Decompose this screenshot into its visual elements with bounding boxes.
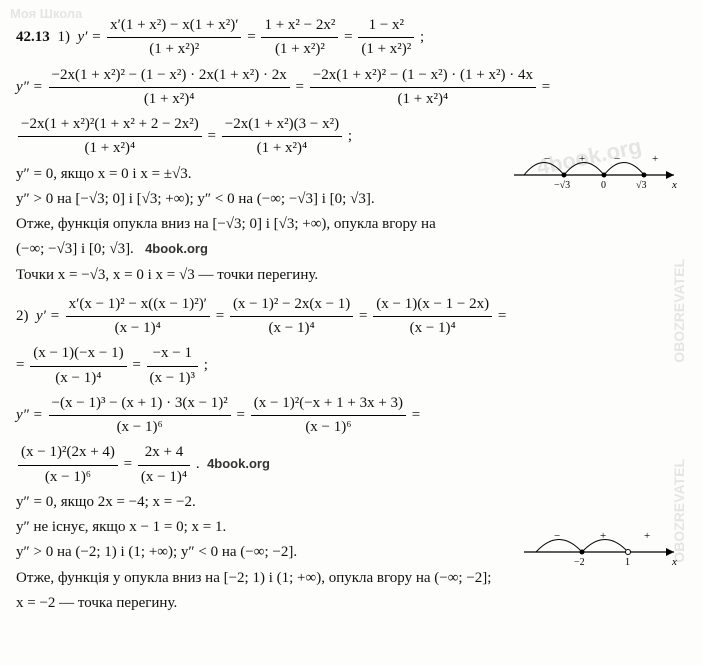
sign-diagram-2: − + + −2 1 x [524,517,684,575]
svg-text:−: − [614,153,620,165]
inline-watermark-1: 4book.org [145,241,208,256]
axis2-xlabel: x [671,556,677,567]
axis2-pt2: 1 [625,557,630,567]
p2-frac-ypp-3: (x − 1)²(2x + 4)(x − 1)⁶ [18,441,118,489]
svg-text:−: − [544,153,550,165]
line-p2-inflection: x = −2 — точка перегину. [16,592,686,615]
svg-text:+: + [600,530,606,542]
svg-text:+: + [579,153,585,165]
line-p2-ypp-2: (x − 1)²(2x + 4)(x − 1)⁶ = 2x + 4(x − 1)… [16,441,686,489]
p2-yprime-symbol: y′ = [36,308,60,324]
p2-frac-ypp-1: −(x − 1)³ − (x + 1) · 3(x − 1)²(x − 1)⁶ [49,392,231,440]
p2-ypp-symbol: y″ = [16,407,43,423]
line-p1-inflection: Точки x = −√3, x = 0 і x = √3 — точки пе… [16,264,686,287]
line-p1-ypp-1: y″ = −2x(1 + x²)² − (1 − x²) · 2x(1 + x²… [16,64,686,112]
line-p1-yprime: 42.13 1) y′ = x′(1 + x²) − x(1 + x²)′(1 … [16,14,686,62]
ypp-symbol: y″ = [16,79,43,95]
line-p1-concl2: (−∞; −√3] і [0; √3]. 4book.org [16,238,686,261]
svg-text:−: − [554,530,560,542]
axis1-pt3: √3 [636,180,647,190]
part2-label: 2) [16,308,29,324]
frac-ypp-4: −2x(1 + x²)(3 − x²)(1 + x²)⁴ [222,113,342,161]
part1-label: 1) [58,29,71,45]
axis1-pt1: −√3 [554,180,570,190]
axis1-pt2: 0 [601,180,606,190]
frac-ypp-1: −2x(1 + x²)² − (1 − x²) · 2x(1 + x²) · 2… [49,64,290,112]
frac-yp-3: 1 − x²(1 + x²)² [358,14,414,62]
line-p2-yprime: 2) y′ = x′(x − 1)² − x((x − 1)²)′(x − 1)… [16,293,686,341]
semi-1: ; [420,29,424,45]
semi-2: ; [348,128,352,144]
axis2-pt1: −2 [574,557,585,567]
frac-yp-2: 1 + x² − 2x²(1 + x²)² [261,14,338,62]
line-p1-concl1: Отже, функція опукла вниз на [−√3; 0] і … [16,213,686,236]
p2-frac-yp-3: (x − 1)(x − 1 − 2x)(x − 1)⁴ [373,293,492,341]
concl2-text: (−∞; −√3] і [0; √3]. [16,241,134,257]
line-p2-zero: y″ = 0, якщо 2x = −4; x = −2. [16,491,686,514]
svg-text:+: + [652,153,658,165]
line-p2-yprime-2: = (x − 1)(−x − 1)(x − 1)⁴ = −x − 1(x − 1… [16,342,686,390]
line-p2-ypp-1: y″ = −(x − 1)³ − (x + 1) · 3(x − 1)²(x −… [16,392,686,440]
inline-watermark-2: 4book.org [207,456,270,471]
problem-number: 42.13 [16,26,50,49]
axis1-xlabel: x [671,179,677,190]
semi-3: ; [204,357,208,373]
p2-frac-yp-2: (x − 1)² − 2x(x − 1)(x − 1)⁴ [230,293,353,341]
p2-frac-yp-5: −x − 1(x − 1)³ [147,342,198,390]
frac-ypp-3: −2x(1 + x²)²(1 + x² + 2 − 2x²)(1 + x²)⁴ [18,113,202,161]
yprime-symbol: y′ = [78,29,102,45]
p2-frac-ypp-4: 2x + 4(x − 1)⁴ [138,441,190,489]
p2-frac-ypp-2: (x − 1)²(−x + 1 + 3x + 3)(x − 1)⁶ [251,392,406,440]
frac-ypp-2: −2x(1 + x²)² − (1 − x²) · (1 + x²) · 4x(… [310,64,536,112]
p2-frac-yp-4: (x − 1)(−x − 1)(x − 1)⁴ [30,342,126,390]
svg-text:+: + [644,530,650,542]
frac-yp-1: x′(1 + x²) − x(1 + x²)′(1 + x²)² [107,14,241,62]
p2-frac-yp-1: x′(x − 1)² − x((x − 1)²)′(x − 1)⁴ [66,293,210,341]
sign-diagram-1: − + − + −√3 0 √3 x [514,140,684,198]
